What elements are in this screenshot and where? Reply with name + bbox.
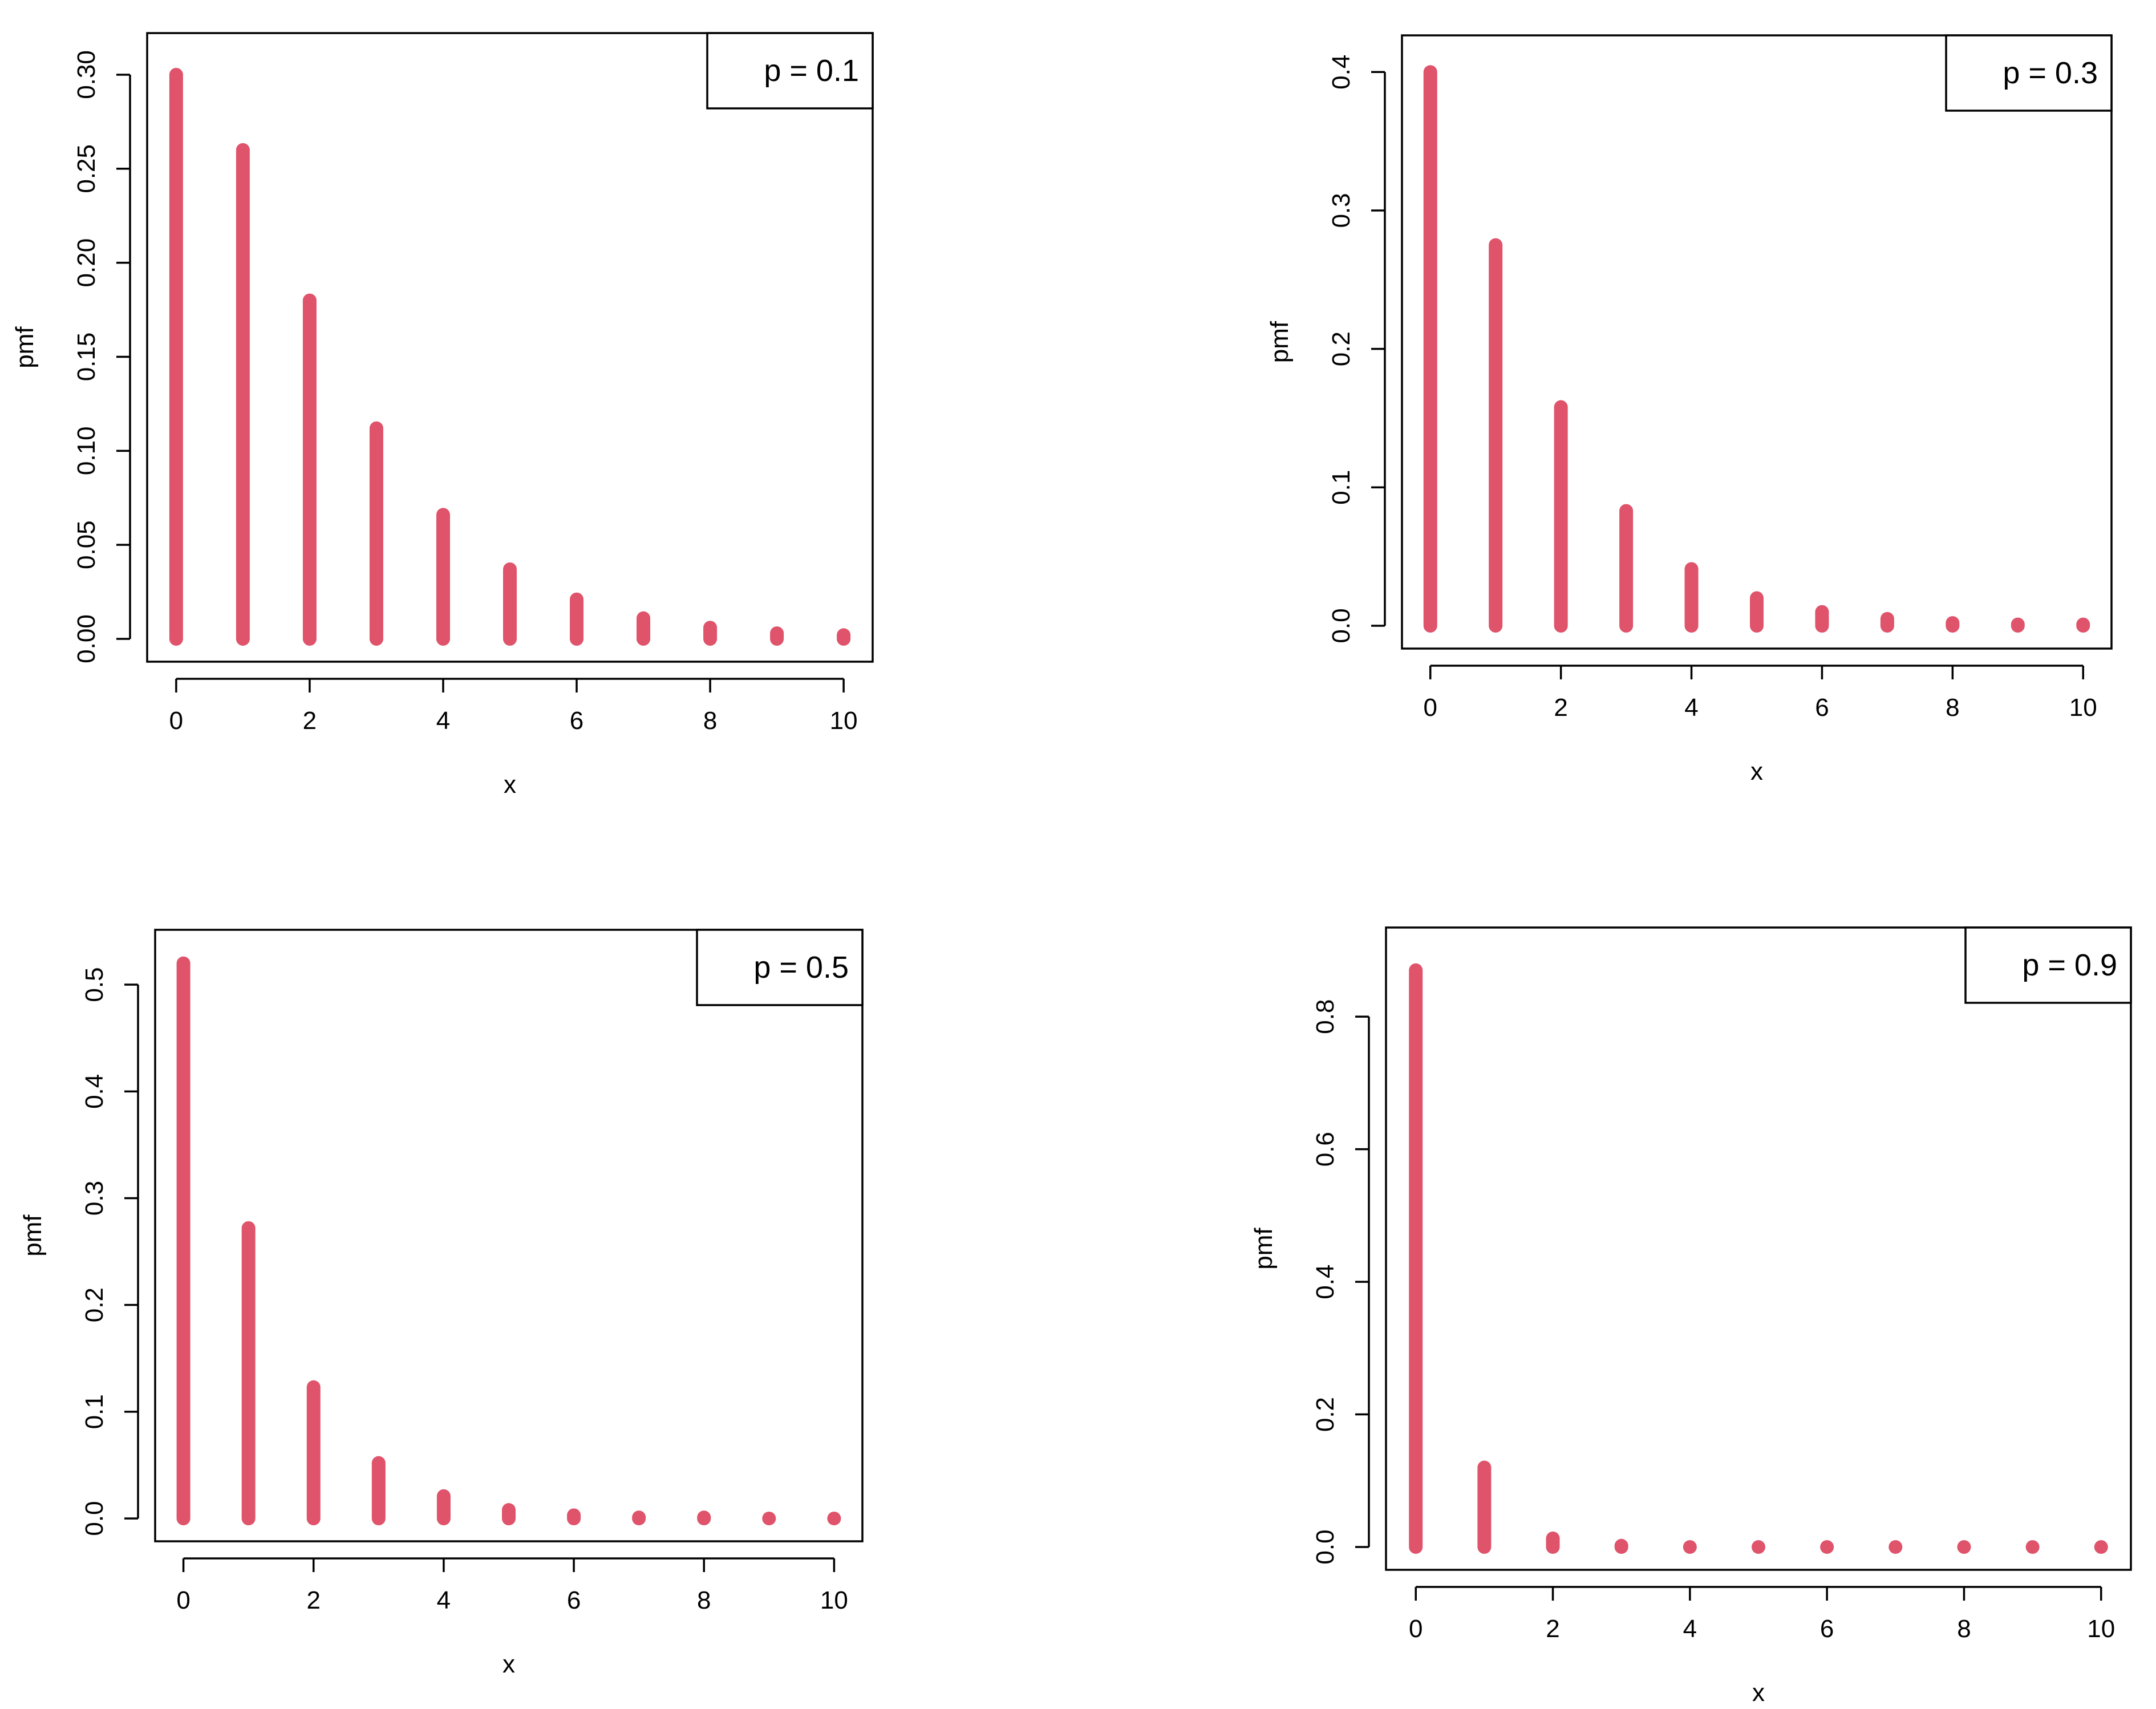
y-tick-label: 0.4	[1311, 1265, 1339, 1299]
y-tick-label: 0.2	[1327, 331, 1355, 366]
x-tick-label: 6	[570, 707, 583, 735]
x-tick-label: 2	[1546, 1615, 1559, 1643]
y-axis-label: pmf	[1266, 321, 1294, 363]
y-tick-label: 0.10	[72, 427, 100, 476]
x-tick-label: 0	[176, 1586, 190, 1614]
y-tick-label: 0.0	[80, 1501, 108, 1536]
x-tick-label: 10	[2069, 694, 2097, 722]
x-tick-label: 8	[1957, 1615, 1971, 1643]
y-tick-label: 0.5	[80, 967, 108, 1002]
y-tick-label: 0.6	[1311, 1132, 1339, 1167]
legend-box	[706, 32, 874, 110]
x-tick-label: 2	[303, 707, 317, 735]
legend-label: p = 0.9	[2022, 948, 2117, 982]
legend-box	[1964, 926, 2132, 1004]
y-tick-label: 0.00	[72, 614, 100, 663]
y-axis-label: pmf	[11, 326, 39, 368]
x-axis-label: x	[1752, 1679, 1765, 1707]
x-tick-label: 0	[1424, 694, 1437, 722]
legend-box	[696, 929, 864, 1006]
x-tick-label: 6	[1815, 694, 1829, 722]
legend-label: p = 0.3	[2003, 56, 2098, 90]
plot-frame	[1401, 34, 2113, 650]
x-tick-label: 4	[436, 707, 450, 735]
y-tick-label: 0.2	[1311, 1397, 1339, 1432]
chart-panel-2: 0 2 4 6 8 10 x 0.0 0.1 0.2 0.3 0.4 pmf p = 0.3	[1266, 34, 2113, 785]
y-tick-label: 0.0	[1327, 608, 1355, 643]
legend-label: p = 0.1	[764, 54, 859, 88]
chart-panel-1: 0 2 4 6 8 10 x 0.00 0.05 0.10 0.15 0.20 0.25 0.30 pmf p…	[11, 32, 874, 799]
plot-frame	[154, 929, 864, 1542]
x-axis-label: x	[504, 771, 516, 799]
x-tick-label: 2	[307, 1586, 321, 1614]
y-tick-label: 0.0	[1311, 1529, 1339, 1564]
y-tick-label: 0.05	[72, 520, 100, 569]
x-tick-label: 6	[567, 1586, 581, 1614]
x-tick-label: 0	[169, 707, 183, 735]
y-tick-label: 0.15	[72, 333, 100, 382]
y-tick-label: 0.1	[1327, 470, 1355, 505]
y-axis-label: pmf	[1250, 1228, 1278, 1270]
y-tick-label: 0.20	[72, 238, 100, 287]
plot-frame	[1385, 926, 2132, 1571]
y-tick-label: 0.25	[72, 144, 100, 193]
y-tick-label: 0.8	[1311, 999, 1339, 1034]
x-axis-label: x	[502, 1650, 515, 1678]
plot-frame	[146, 32, 874, 663]
x-tick-label: 4	[1683, 1615, 1697, 1643]
x-tick-label: 4	[1684, 694, 1698, 722]
y-tick-label: 0.3	[80, 1181, 108, 1216]
y-tick-label: 0.1	[80, 1394, 108, 1429]
x-tick-label: 8	[703, 707, 717, 735]
x-tick-label: 4	[437, 1586, 451, 1614]
y-tick-label: 0.30	[72, 50, 100, 99]
y-tick-label: 0.4	[1327, 55, 1355, 90]
y-tick-label: 0.3	[1327, 193, 1355, 228]
x-tick-label: 8	[697, 1586, 711, 1614]
legend-box	[1945, 34, 2113, 112]
chart-panel-4: 0 2 4 6 8 10 x 0.0 0.2 0.4 0.6 0.8 pmf p = 0.9	[1250, 926, 2132, 1707]
x-tick-label: 8	[1946, 694, 1959, 722]
x-tick-label: 10	[820, 1586, 848, 1614]
x-tick-label: 6	[1820, 1615, 1834, 1643]
x-tick-label: 2	[1554, 694, 1567, 722]
x-axis-label: x	[1750, 758, 1763, 785]
legend-label: p = 0.5	[753, 950, 849, 985]
chart-panel-3: 0 2 4 6 8 10 x 0.0 0.1 0.2 0.3 0.4 0.5 pmf p = 0.5	[19, 929, 864, 1678]
y-axis-label: pmf	[19, 1214, 47, 1257]
y-tick-label: 0.2	[80, 1287, 108, 1322]
y-tick-label: 0.4	[80, 1074, 108, 1109]
x-tick-label: 10	[2087, 1615, 2115, 1643]
x-tick-label: 10	[830, 707, 858, 735]
x-tick-label: 0	[1409, 1615, 1423, 1643]
